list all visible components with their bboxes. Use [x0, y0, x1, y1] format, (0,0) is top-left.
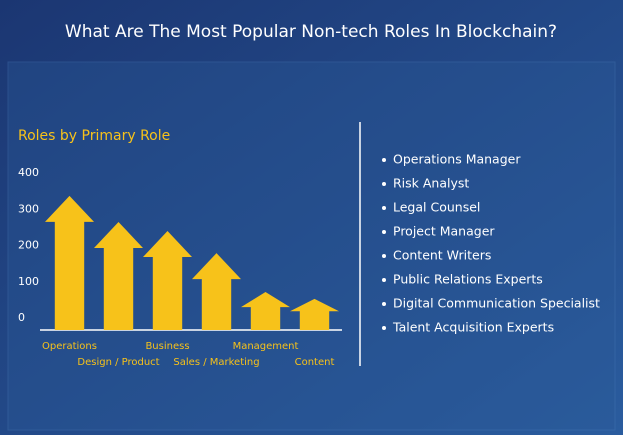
arrow-bar [94, 221, 143, 330]
role-list: Operations Manager Risk Analyst Legal Coun… [382, 152, 600, 335]
bullet [382, 302, 386, 306]
bullet [382, 206, 386, 210]
role-item: Project Manager [393, 224, 495, 239]
y-tick-label: 300 [18, 202, 39, 215]
arrow-bar [192, 253, 241, 330]
x-tick-label: Content [295, 357, 335, 368]
role-item: Public Relations Experts [393, 272, 543, 287]
bullet [382, 158, 386, 162]
role-item: Operations Manager [393, 152, 521, 167]
role-item: Content Writers [393, 248, 491, 263]
y-tick-label: 0 [18, 311, 25, 324]
bullet [382, 326, 386, 330]
x-tick-label: Business [145, 341, 189, 352]
role-item: Digital Communication Specialist [393, 296, 600, 311]
role-item: Risk Analyst [393, 176, 469, 191]
arrow-bar [241, 291, 290, 330]
role-item: Legal Counsel [393, 200, 480, 215]
y-tick-label: 400 [18, 166, 39, 179]
arrow-bar [290, 298, 339, 330]
x-tick-label: Management [233, 341, 299, 352]
role-item: Talent Acquisition Experts [392, 320, 554, 335]
chart-title: Roles by Primary Role [18, 128, 170, 144]
arrow-bar [143, 231, 192, 330]
bullet [382, 278, 386, 282]
bullet [382, 182, 386, 186]
x-tick-label: Design / Product [77, 357, 159, 368]
y-tick-label: 100 [18, 275, 39, 288]
arrow-bar [45, 195, 94, 330]
bullet [382, 230, 386, 234]
x-tick-label: Operations [42, 341, 97, 352]
bullet [382, 254, 386, 258]
page-title: What Are The Most Popular Non-tech Roles… [65, 22, 557, 42]
x-tick-label: Sales / Marketing [173, 357, 259, 368]
y-tick-label: 200 [18, 239, 39, 252]
